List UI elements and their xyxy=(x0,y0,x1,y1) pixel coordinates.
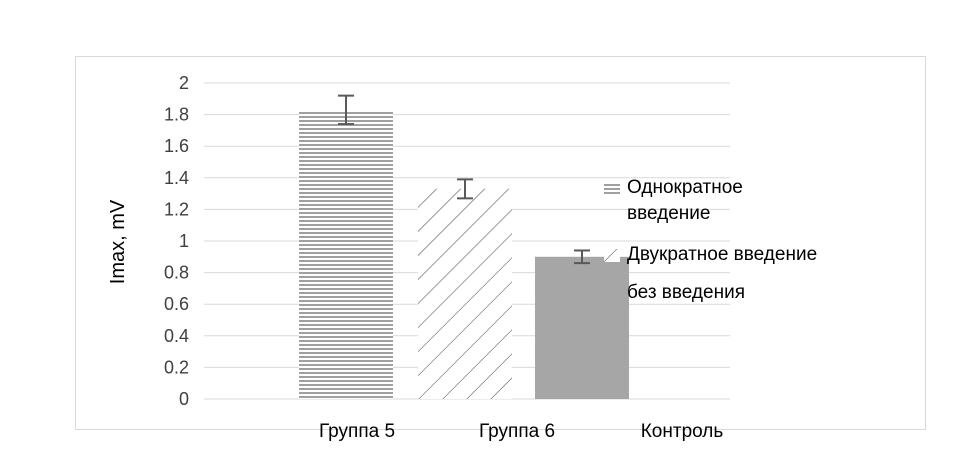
x-category-label: Группа 5 xyxy=(319,421,395,442)
y-tick-label: 0 xyxy=(179,389,189,409)
chart-frame xyxy=(75,56,926,430)
x-axis-categories: Группа 5 Группа 6 Контроль xyxy=(319,421,723,442)
legend-swatch xyxy=(604,249,620,262)
y-tick-label: 0.8 xyxy=(164,263,189,283)
legend-label: введение xyxy=(627,203,710,224)
y-tick-label: 0.6 xyxy=(164,294,189,314)
bar-diagonal-lines xyxy=(418,188,512,399)
legend-swatch xyxy=(604,182,620,195)
x-category-label: Группа 6 xyxy=(479,421,555,442)
y-tick-label: 2 xyxy=(179,73,189,93)
gridlines xyxy=(204,82,730,400)
y-tick-label: 0.2 xyxy=(164,357,189,377)
error-bars xyxy=(338,94,590,265)
legend-label: Однократное xyxy=(627,177,743,198)
y-tick-label: 1.8 xyxy=(164,105,189,125)
bar-horizontal-lines xyxy=(299,109,393,400)
y-axis-ticks: 0 0.2 0.4 0.6 0.8 1 1.2 1.4 1.6 1.8 2 xyxy=(164,73,189,409)
y-tick-label: 1.2 xyxy=(164,199,189,219)
bar-solid xyxy=(535,256,629,399)
legend-label: Двукратное введение xyxy=(627,244,817,265)
legend: Однократное введение Двукратное введение бе… xyxy=(604,177,817,303)
x-category-label: Контроль xyxy=(641,421,724,442)
legend-label: без введения xyxy=(627,282,745,303)
y-tick-label: 0.4 xyxy=(164,326,189,346)
y-axis-label: Imax, mV xyxy=(107,199,129,284)
legend-swatch xyxy=(604,287,620,300)
y-tick-label: 1.6 xyxy=(164,136,189,156)
y-tick-label: 1.4 xyxy=(164,168,189,188)
y-tick-label: 1 xyxy=(179,231,189,251)
bars xyxy=(299,109,629,400)
